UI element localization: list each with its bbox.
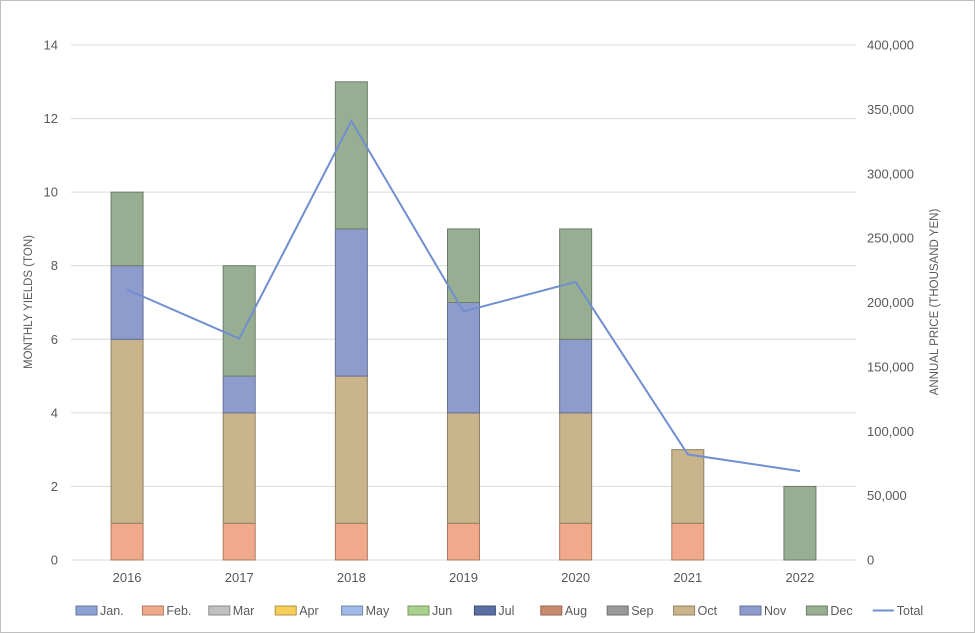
bar-segment-nov: [447, 302, 480, 414]
total-line: [126, 118, 801, 473]
total-line-layer: [126, 118, 801, 473]
y2-tick-label: 0: [867, 553, 874, 568]
bar-segment-dec: [222, 265, 256, 377]
bar-segment-oct: [671, 449, 705, 524]
y2-tick-label: 400,000: [867, 38, 914, 53]
legend-swatch: [540, 605, 563, 616]
bar-segment-oct: [334, 375, 368, 524]
legend-label: Sep: [631, 604, 653, 618]
legend-label: Dec: [830, 604, 852, 618]
legend-item: Aug: [540, 604, 587, 618]
legend-item: Jan.: [75, 604, 124, 618]
bar-segment-dec: [110, 191, 144, 267]
y-tick-label: 8: [51, 258, 58, 273]
y2-tick-label: 300,000: [867, 166, 914, 181]
legend-item: Sep: [606, 604, 653, 618]
legend: Jan. Feb. Mar Apr May Jun Jul Aug Sep Oct Nov Dec To…: [75, 604, 923, 618]
y2-tick-label: 200,000: [867, 295, 914, 310]
legend-item: Feb.: [141, 604, 191, 618]
y-tick-label: 12: [44, 111, 58, 126]
y-tick-label: 6: [51, 332, 58, 347]
y-tick-label: 4: [51, 405, 58, 420]
y-tick-label: 2: [51, 479, 58, 494]
legend-swatch: [606, 605, 629, 616]
legend-swatch: [673, 605, 696, 616]
legend-item: Total: [872, 604, 923, 618]
x-tick-label: 2019: [449, 570, 478, 585]
x-tick-label: 2022: [785, 570, 814, 585]
legend-swatch: [141, 605, 164, 616]
y2-axis-title: ANNUAL PRICE (THOUSAND YEN): [929, 209, 941, 396]
legend-swatch: [473, 605, 496, 616]
y2-tick-label: 100,000: [867, 424, 914, 439]
legend-label: Jan.: [100, 604, 124, 618]
legend-swatch: [75, 605, 98, 616]
bar-segment-dec: [334, 81, 368, 230]
bar-segment-dec: [783, 485, 817, 561]
bar-segment-nov: [559, 338, 593, 414]
legend-swatch: [407, 605, 430, 616]
bar-segment-nov: [110, 265, 144, 340]
legend-label: Jun: [432, 604, 452, 618]
bar-segment-oct: [447, 412, 480, 524]
x-tick-label: 2017: [225, 570, 254, 585]
y2-tick-label: 150,000: [867, 359, 914, 374]
x-tick-label: 2018: [337, 570, 366, 585]
bar-segment-feb: [222, 522, 256, 561]
y2-tick-label: 350,000: [867, 102, 914, 117]
legend-label: Oct: [698, 604, 718, 618]
legend-swatch: [739, 605, 762, 616]
legend-label: Total: [897, 604, 923, 618]
legend-label: Apr: [299, 604, 318, 618]
bar-segment-oct: [222, 412, 256, 524]
bar-stacks: [110, 81, 817, 561]
y2-tick-label: 250,000: [867, 231, 914, 246]
legend-swatch: [274, 605, 297, 616]
legend-label: Feb.: [166, 604, 191, 618]
bar-segment-feb: [447, 522, 480, 561]
y2-tick-label: 50,000: [867, 488, 907, 503]
x-tick-label: 2020: [561, 570, 590, 585]
legend-item: Oct: [673, 604, 718, 618]
legend-item: May: [341, 604, 390, 618]
y-axis-title: MONTHLY YIELDS (TON): [23, 235, 35, 369]
y-tick-label: 14: [44, 38, 58, 53]
bar-segment-feb: [334, 522, 368, 561]
bar-segment-dec: [447, 228, 480, 303]
x-tick-label: 2016: [113, 570, 142, 585]
bar-segment-nov: [334, 228, 368, 377]
bar-segment-oct: [110, 338, 144, 524]
legend-label: Jul: [498, 604, 514, 618]
legend-item: Jun: [407, 604, 452, 618]
y-tick-label: 10: [44, 185, 58, 200]
y-tick-label: 0: [51, 553, 58, 568]
legend-swatch: [208, 605, 231, 616]
bar-segment-feb: [110, 522, 144, 561]
legend-swatch: [341, 605, 364, 616]
tick-labels: 0 2 4 6 8 10 12 14 0 50,000 100,000 150,000 200,000 2…: [44, 38, 914, 586]
legend-label: Nov: [764, 604, 787, 618]
x-tick-label: 2021: [673, 570, 702, 585]
bar-segment-feb: [671, 522, 705, 561]
bar-segment-nov: [222, 375, 256, 414]
legend-item: Mar: [208, 604, 255, 618]
bar-segment-oct: [559, 412, 593, 524]
bar-segment-feb: [559, 522, 593, 561]
legend-swatch: [805, 605, 828, 616]
legend-label: May: [366, 604, 390, 618]
legend-label: Aug: [565, 604, 587, 618]
legend-item: Apr: [274, 604, 319, 618]
legend-item: Jul: [473, 604, 514, 618]
legend-item: Dec: [805, 604, 853, 618]
legend-item: Nov: [739, 604, 787, 618]
legend-label: Mar: [233, 604, 255, 618]
